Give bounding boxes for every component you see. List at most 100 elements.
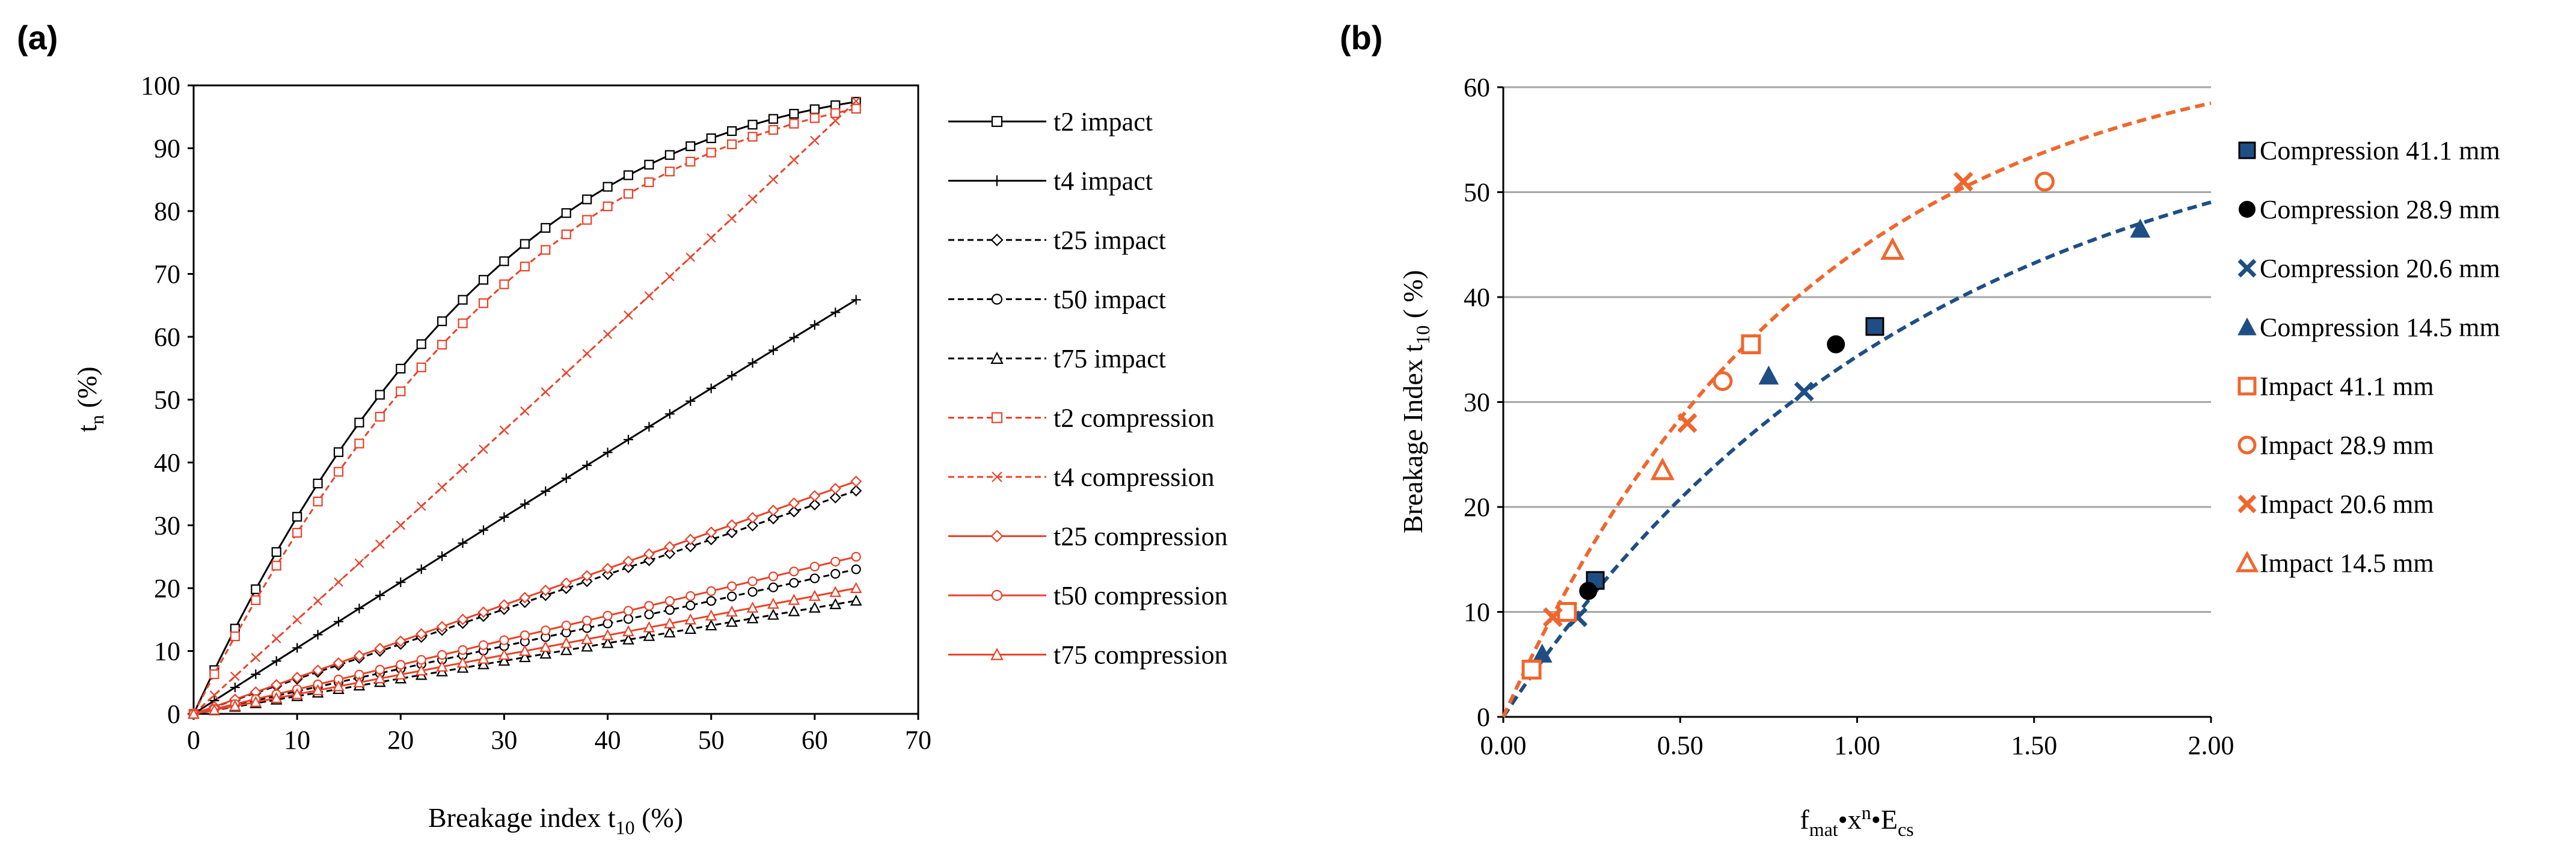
- series-compression-28-9-mm: [1579, 335, 1845, 600]
- data-point-impact-41-1-mm: [1521, 659, 1542, 680]
- data-point-t75-impact: [705, 619, 717, 631]
- data-point-t4-impact: [334, 616, 343, 627]
- panel-a-series: [188, 96, 862, 720]
- data-point-t4-impact: [747, 358, 758, 368]
- panel-b-x-tick-label: 1.00: [1834, 731, 1880, 760]
- data-point-t50-impact: [644, 609, 654, 619]
- data-point-t75-compression: [684, 613, 697, 625]
- panel-a-y-tick-label: 30: [154, 511, 180, 541]
- data-point-t25-impact: [747, 520, 759, 532]
- series-compression-14-5-mm: [1532, 218, 2151, 663]
- panel-a-x-tick-label: 60: [802, 725, 828, 755]
- fit-curve-impact: [1501, 101, 2212, 718]
- data-point-t25-compression: [457, 613, 469, 625]
- panel-b-x-axis-title: fmat•xn•Ecs: [1800, 802, 1913, 840]
- data-point-t75-compression: [560, 637, 572, 648]
- data-point-t2-impact: [789, 109, 799, 119]
- data-point-t50-impact: [664, 605, 675, 615]
- data-point-t2-impact: [520, 239, 530, 249]
- data-point-t75-compression: [850, 582, 862, 594]
- data-point-t4-compression: [768, 174, 778, 185]
- data-point-t25-compression: [333, 657, 345, 669]
- data-point-t2-compression: [685, 156, 696, 167]
- data-point-impact-41-1-mm: [1741, 334, 1761, 355]
- data-point-t25-compression: [374, 642, 386, 654]
- data-point-t75-impact: [560, 643, 572, 656]
- series-impact-41-1-mm: [1521, 334, 1761, 680]
- legend-item-t4-compression: t4 compression: [948, 462, 1215, 492]
- data-point-t4-impact: [809, 320, 820, 330]
- data-point-impact-14-5-mm: [1650, 457, 1675, 481]
- panel-b-y-tick-label: 50: [1464, 178, 1490, 207]
- data-point-t75-compression: [498, 648, 511, 660]
- legend-item-t25-compression: t25 compression: [948, 522, 1228, 551]
- data-point-t2-compression: [354, 438, 364, 449]
- data-point-t2-impact: [478, 275, 489, 285]
- data-point-t25-compression: [809, 490, 821, 502]
- data-point-t2-impact: [830, 100, 841, 111]
- data-point-t75-compression: [643, 621, 655, 633]
- data-point-compression-28-9-mm: [1579, 582, 1598, 600]
- data-point-t25-impact: [684, 541, 696, 553]
- data-point-t50-impact: [789, 578, 799, 588]
- legend-label: t4 compression: [1053, 462, 1215, 492]
- legend-label: Compression 14.5 mm: [2260, 313, 2500, 342]
- data-point-t2-compression: [520, 262, 530, 272]
- legend-label: t2 compression: [1053, 404, 1215, 433]
- data-point-t4-impact: [561, 473, 571, 484]
- data-point-t50-compression: [478, 640, 489, 650]
- series-impact-20-6-mm: [1542, 171, 1973, 627]
- data-point-t4-impact: [354, 603, 364, 613]
- data-point-t50-compression: [706, 586, 716, 596]
- data-point-impact-28-9-mm: [1713, 371, 1733, 392]
- data-point-t50-impact: [727, 591, 737, 601]
- legend-marker: [2237, 435, 2257, 455]
- data-point-t2-compression: [789, 118, 799, 129]
- data-point-t2-compression: [271, 561, 281, 571]
- data-point-t4-impact: [520, 499, 530, 509]
- panel-a-x-tick-label: 0: [187, 725, 200, 755]
- data-point-t4-compression: [644, 291, 654, 301]
- panel-a-x-tick-label: 10: [284, 725, 310, 755]
- data-point-t2-impact: [582, 194, 592, 204]
- data-point-t2-compression: [313, 496, 323, 506]
- legend-label: Compression 28.9 mm: [2260, 195, 2500, 224]
- data-point-t4-impact: [582, 460, 592, 470]
- data-point-t4-compression: [727, 213, 737, 224]
- data-point-t25-compression: [519, 592, 531, 604]
- data-point-t2-compression: [582, 215, 592, 225]
- data-point-t75-impact: [643, 630, 655, 641]
- legend-item-compression-41-1-mm: Compression 41.1 mm: [2238, 136, 2500, 165]
- data-point-t75-compression: [788, 594, 800, 605]
- data-point-t50-compression: [499, 635, 509, 645]
- data-point-impact-20-6-mm: [1677, 413, 1697, 433]
- legend-label: t25 impact: [1053, 226, 1166, 255]
- legend-item-t4-impact: t4 impact: [948, 167, 1153, 196]
- data-point-t50-compression: [727, 581, 737, 591]
- data-point-t75-compression: [456, 656, 469, 668]
- data-point-t75-compression: [477, 653, 489, 664]
- data-point-t2-impact: [437, 316, 447, 327]
- legend-marker: [991, 412, 1003, 423]
- data-point-t75-impact: [601, 637, 614, 648]
- panel-a-y-axis-title: tn (%): [72, 366, 108, 432]
- data-point-t4-compression: [582, 349, 592, 358]
- panel-a-y-tick-label: 100: [141, 71, 180, 100]
- panel-b-x-tick-label: 1.50: [2011, 731, 2057, 760]
- data-point-t50-compression: [747, 576, 758, 586]
- panel-a-y-tick-label: 90: [154, 134, 180, 164]
- data-point-t50-impact: [623, 614, 634, 624]
- data-point-t75-compression: [291, 688, 303, 699]
- data-point-t4-compression: [292, 615, 302, 625]
- legend-marker: [2238, 141, 2256, 159]
- panel-b-y-tick-label: 20: [1464, 493, 1490, 522]
- data-point-impact-41-1-mm: [1557, 602, 1577, 622]
- data-point-t25-compression: [747, 512, 759, 524]
- data-point-t4-impact: [479, 525, 488, 535]
- data-point-t4-compression: [706, 233, 716, 243]
- data-point-t75-compression: [767, 597, 779, 609]
- data-point-t25-impact: [664, 547, 676, 559]
- panel-a-x-ticks: 0 10 20 30 40 50 60 70: [187, 714, 931, 755]
- data-point-t50-compression: [809, 561, 820, 572]
